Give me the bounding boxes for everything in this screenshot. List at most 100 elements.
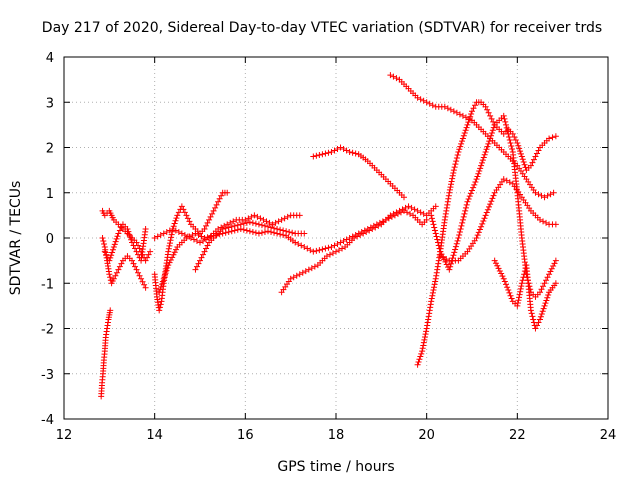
data-point xyxy=(349,149,356,156)
data-point xyxy=(469,108,475,115)
data-point xyxy=(245,215,252,222)
data-point xyxy=(301,244,308,251)
data-point xyxy=(434,236,441,243)
series-track-j xyxy=(310,144,407,201)
data-point xyxy=(212,204,219,211)
data-point xyxy=(503,281,509,288)
data-point xyxy=(507,139,514,146)
data-point xyxy=(186,218,193,225)
data-point xyxy=(442,258,449,265)
data-point xyxy=(454,152,461,159)
data-point xyxy=(260,216,267,223)
data-point xyxy=(518,283,525,290)
data-point xyxy=(261,228,268,235)
data-point xyxy=(414,94,421,101)
data-point xyxy=(310,248,317,255)
data-point xyxy=(100,238,107,245)
data-point xyxy=(491,257,498,264)
data-point xyxy=(541,302,548,309)
data-point xyxy=(325,244,332,251)
data-point xyxy=(218,224,225,231)
data-point xyxy=(136,272,143,279)
data-point xyxy=(508,295,515,302)
data-point xyxy=(447,263,454,270)
data-point xyxy=(206,216,213,223)
data-point xyxy=(462,127,469,134)
data-point xyxy=(405,203,412,210)
data-point xyxy=(495,265,502,272)
data-point xyxy=(328,244,335,251)
data-point xyxy=(428,298,435,305)
data-point xyxy=(517,288,524,295)
data-point xyxy=(222,225,229,232)
data-point xyxy=(445,192,452,199)
data-point xyxy=(453,109,460,116)
data-point xyxy=(419,348,426,355)
data-point xyxy=(521,161,528,168)
data-point xyxy=(198,233,205,240)
data-point xyxy=(257,215,264,222)
data-point xyxy=(450,252,457,259)
data-point xyxy=(430,221,437,228)
data-point xyxy=(540,305,547,312)
data-point xyxy=(109,249,116,256)
data-point xyxy=(424,322,431,329)
data-point xyxy=(500,112,507,119)
data-point xyxy=(417,209,424,216)
data-point xyxy=(481,215,488,222)
data-point xyxy=(346,149,353,156)
data-point xyxy=(463,124,470,131)
data-point xyxy=(195,231,202,238)
data-point xyxy=(492,260,499,267)
data-point xyxy=(541,194,548,201)
data-point xyxy=(337,239,344,246)
series-track-o xyxy=(491,257,559,332)
data-point xyxy=(538,286,545,293)
data-point xyxy=(441,256,448,263)
data-point xyxy=(436,254,443,261)
data-point xyxy=(465,195,472,202)
data-point xyxy=(145,251,152,258)
data-points xyxy=(98,72,559,400)
data-point xyxy=(446,186,453,193)
data-point xyxy=(550,263,557,270)
data-point xyxy=(307,247,314,254)
data-point xyxy=(453,155,460,162)
data-point xyxy=(173,246,180,253)
data-point xyxy=(343,236,350,243)
data-point xyxy=(165,245,172,252)
data-point xyxy=(475,229,482,236)
data-point xyxy=(443,207,450,214)
data-point xyxy=(203,245,210,252)
data-point xyxy=(401,194,407,201)
data-point xyxy=(476,226,483,233)
data-point xyxy=(319,246,326,253)
data-point xyxy=(157,231,164,238)
data-point xyxy=(441,216,448,223)
data-point xyxy=(448,258,455,265)
series-track-n xyxy=(428,112,559,300)
data-point xyxy=(193,238,200,245)
data-point xyxy=(180,206,187,213)
data-point xyxy=(538,311,545,318)
data-point xyxy=(490,118,497,125)
data-point xyxy=(376,219,383,226)
data-point xyxy=(430,287,437,294)
data-point xyxy=(189,231,196,238)
data-point xyxy=(109,246,116,253)
data-point xyxy=(459,219,466,226)
data-point xyxy=(308,265,315,272)
data-point xyxy=(404,209,411,216)
data-point xyxy=(197,239,203,246)
data-point xyxy=(423,328,430,335)
data-point xyxy=(142,225,149,232)
data-point xyxy=(420,97,427,104)
data-point xyxy=(445,195,452,202)
data-point xyxy=(434,266,441,273)
data-point xyxy=(457,225,464,232)
data-point xyxy=(112,238,119,245)
data-point xyxy=(453,158,460,165)
data-point xyxy=(456,231,463,238)
data-point xyxy=(218,192,225,199)
data-point xyxy=(399,206,406,213)
